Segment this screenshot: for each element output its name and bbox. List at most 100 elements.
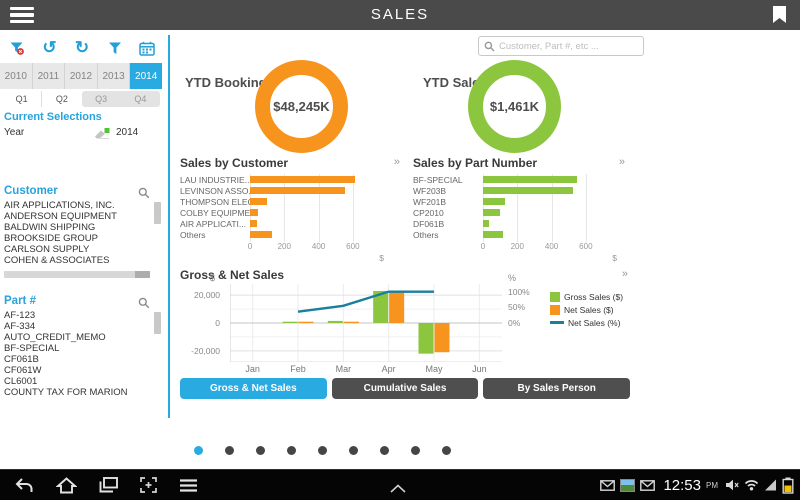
pagination [194, 446, 451, 455]
back-icon[interactable] [14, 477, 34, 494]
bar[interactable] [483, 209, 501, 216]
recent-apps-icon[interactable] [99, 477, 118, 493]
home-icon[interactable] [56, 476, 77, 494]
bar-row: LAU INDUSTRIE... [180, 174, 402, 185]
legend-item: Gross Sales ($) [550, 290, 623, 303]
part-list-item[interactable]: CF061B [4, 354, 39, 365]
erase-selection-icon[interactable] [94, 127, 111, 139]
expand-icon[interactable]: » [621, 268, 628, 280]
page-dot-2[interactable] [225, 446, 234, 455]
expand-icon[interactable]: » [393, 156, 400, 168]
bar-row: COLBY EQUIPME... [180, 207, 402, 218]
bar[interactable] [250, 209, 258, 216]
customer-hscroll-thumb[interactable] [135, 271, 150, 278]
part-vscrollbar[interactable] [154, 312, 161, 334]
hamburger-menu-icon[interactable] [10, 7, 34, 23]
bar-label: THOMPSON ELEC... [180, 196, 250, 207]
search-input[interactable]: Customer, Part #, etc ... [478, 36, 644, 56]
year-tab-2010[interactable]: 2010 [0, 63, 33, 89]
page-dot-4[interactable] [287, 446, 296, 455]
bar-label: LEVINSON ASSO... [180, 185, 250, 196]
menu-icon[interactable] [179, 478, 198, 492]
ytd-bookings-donut: $48,245K [255, 60, 348, 153]
bar[interactable] [250, 198, 268, 205]
bar[interactable] [250, 176, 355, 183]
bar[interactable] [483, 187, 573, 194]
bar[interactable] [250, 220, 257, 227]
sidebar-toolbar: ↺ ↻ [6, 35, 158, 61]
part-list-item[interactable]: CF061W [4, 365, 42, 376]
filter-icon[interactable] [104, 38, 126, 58]
current-selection-row: Year 2014 [4, 125, 160, 140]
customer-list-item[interactable]: BROOKSIDE GROUP [4, 233, 98, 244]
year-tab-2011[interactable]: 2011 [33, 63, 66, 89]
part-list-item[interactable]: AF-123 [4, 310, 36, 321]
page-dot-3[interactable] [256, 446, 265, 455]
bar[interactable] [250, 187, 346, 194]
page-dot-8[interactable] [411, 446, 420, 455]
bar[interactable] [250, 231, 273, 238]
photo-notification-icon[interactable] [620, 478, 636, 492]
customer-list-item[interactable]: BALDWIN SHIPPING [4, 222, 96, 233]
quarter-tab-q4[interactable]: Q4 [120, 91, 160, 107]
customer-hscrollbar[interactable] [4, 271, 150, 278]
part-list-item[interactable]: BF-SPECIAL [4, 343, 60, 354]
page-dot-7[interactable] [380, 446, 389, 455]
x-axis-label: Jan [245, 364, 260, 374]
sales-by-part-title: Sales by Part Number [413, 156, 538, 170]
year-tab-2012[interactable]: 2012 [65, 63, 98, 89]
customer-list-item[interactable]: COHEN & ASSOCIATES [4, 255, 110, 266]
customer-list-item[interactable]: AIR APPLICATIONS, INC. [4, 200, 115, 211]
bar-row: CP2010 [413, 207, 627, 218]
left-axis-ticks: 20,000 0 -20,000 [180, 284, 224, 362]
customer-list: AIR APPLICATIONS, INC. ANDERSON EQUIPMENT… [4, 200, 162, 266]
page-dot-1[interactable] [194, 446, 203, 455]
page-dot-9[interactable] [442, 446, 451, 455]
year-tab-2014[interactable]: 2014 [130, 63, 162, 89]
left-axis-tick: 0 [215, 318, 220, 328]
bookmark-icon[interactable] [773, 6, 786, 23]
customer-list-item[interactable]: ANDERSON EQUIPMENT [4, 211, 117, 222]
tab-by-sales-person[interactable]: By Sales Person [483, 378, 631, 399]
right-axis-unit: % [508, 273, 517, 283]
undo-icon[interactable]: ↺ [42, 38, 57, 57]
expand-icon[interactable]: » [618, 156, 625, 168]
combo-legend: Gross Sales ($) Net Sales ($) Net Sales (%… [550, 290, 623, 329]
message-notification-icon[interactable] [600, 479, 616, 491]
ytd-sales-value: $1,461K [489, 99, 540, 114]
part-list-item[interactable]: COUNTY TAX FOR MARION [4, 387, 128, 398]
part-filter-box: Part # AF-123 AF-334 AUTO_CREDIT_MEMO BF-SP… [4, 295, 162, 398]
legend-label: Gross Sales ($) [564, 291, 624, 302]
axis-unit: $ [379, 253, 384, 263]
clear-filter-icon[interactable] [6, 38, 28, 58]
customer-list-item[interactable]: CARLSON SUPPLY [4, 244, 90, 255]
axis-tick: 200 [277, 242, 291, 251]
page-dot-6[interactable] [349, 446, 358, 455]
page-dot-5[interactable] [318, 446, 327, 455]
screenshot-icon[interactable] [140, 477, 157, 493]
bar[interactable] [483, 198, 506, 205]
email-notification-icon[interactable] [640, 479, 656, 491]
axis-tick: 400 [544, 242, 559, 251]
bar-label: COLBY EQUIPME... [180, 207, 250, 218]
quarter-tab-q2[interactable]: Q2 [41, 91, 81, 107]
part-list-item[interactable]: CL6001 [4, 376, 38, 387]
x-axis-label: Feb [290, 364, 306, 374]
year-tab-2013[interactable]: 2013 [98, 63, 131, 89]
customer-vscrollbar[interactable] [154, 202, 161, 224]
calendar-icon[interactable] [136, 38, 158, 58]
tab-gross-net-sales[interactable]: Gross & Net Sales [180, 378, 327, 399]
mute-icon [725, 479, 739, 491]
quarter-tab-q1[interactable]: Q1 [15, 94, 28, 104]
part-list-item[interactable]: AUTO_CREDIT_MEMO [4, 332, 106, 343]
bar[interactable] [483, 220, 489, 227]
part-search-icon[interactable] [138, 296, 150, 314]
chevron-up-icon[interactable] [390, 480, 406, 498]
bar[interactable] [483, 176, 578, 183]
bar[interactable] [483, 231, 503, 238]
customer-search-icon[interactable] [138, 186, 150, 204]
quarter-tab-q3[interactable]: Q3 [81, 91, 121, 107]
tab-cumulative-sales[interactable]: Cumulative Sales [331, 378, 479, 399]
redo-icon[interactable]: ↻ [74, 38, 90, 57]
part-list-item[interactable]: AF-334 [4, 321, 36, 332]
